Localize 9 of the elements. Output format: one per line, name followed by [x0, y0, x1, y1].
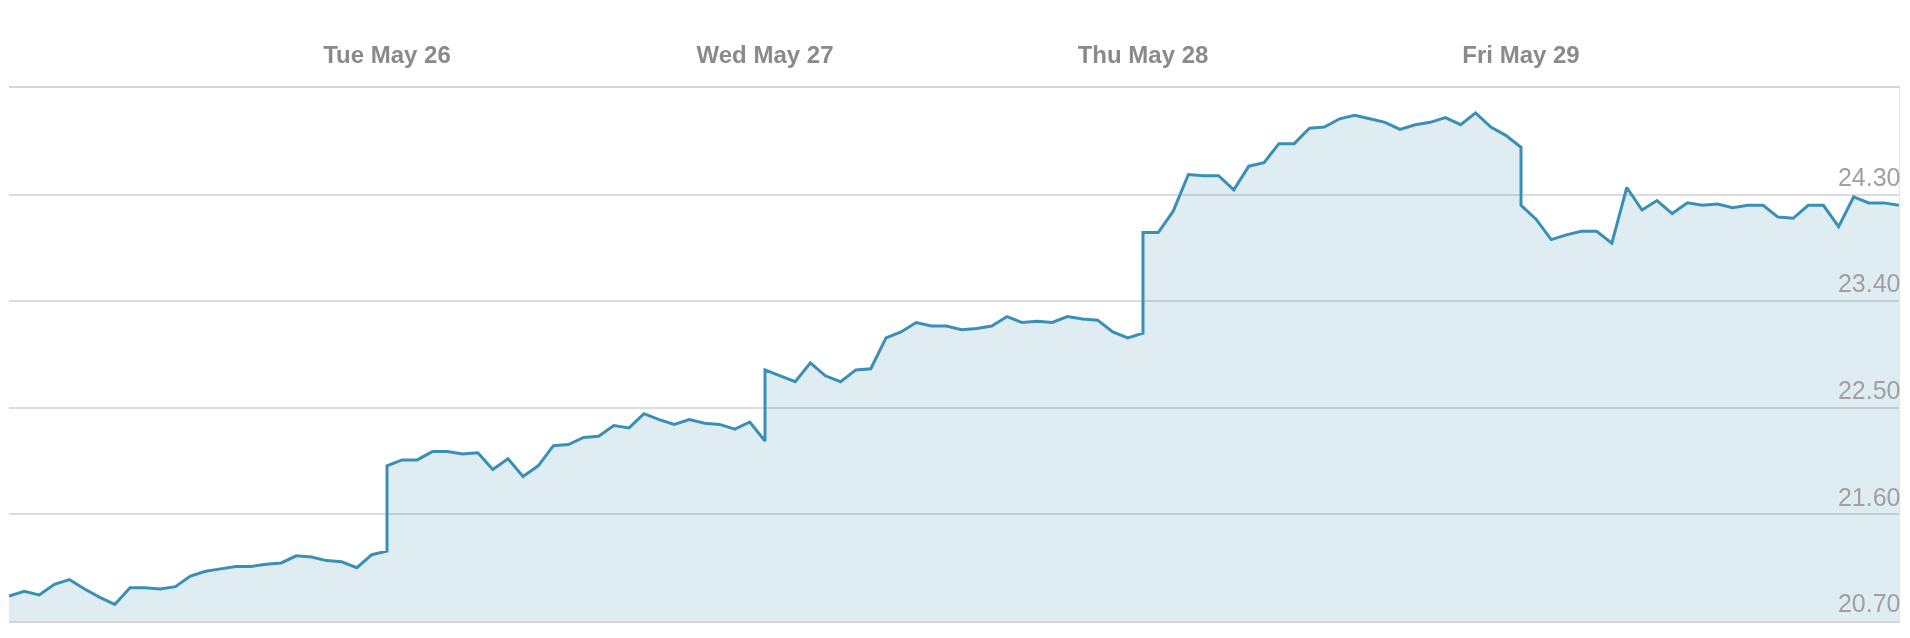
x-tick-label: Fri May 29: [1462, 40, 1580, 68]
y-tick-label: 22.50: [1837, 376, 1901, 405]
x-tick-label: Thu May 28: [1077, 40, 1209, 68]
x-tick-label: Wed May 27: [696, 40, 834, 68]
y-tick-label: 24.30: [1837, 162, 1901, 191]
y-tick-label: 21.60: [1837, 482, 1901, 511]
x-tick-label: Tue May 26: [323, 40, 451, 68]
y-tick-label: 20.70: [1837, 589, 1901, 618]
y-tick-label: 23.40: [1837, 269, 1901, 298]
